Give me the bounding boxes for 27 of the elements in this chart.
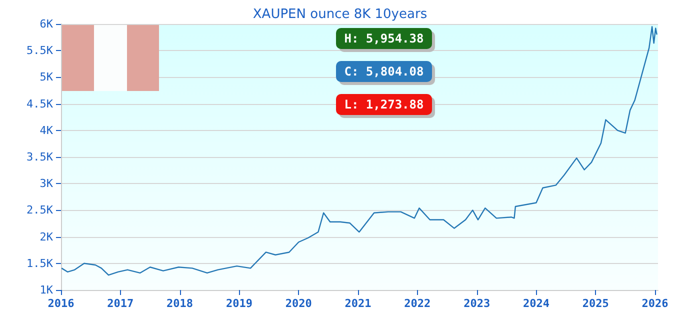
line-series [60, 26, 658, 276]
annotation: C: 5,804.08 [344, 64, 424, 78]
y-tick-label: 3K [40, 177, 54, 190]
x-tick-label: 2025 [582, 297, 609, 310]
y-tick-label: 6K [40, 18, 54, 30]
x-tick-label: 2024 [522, 297, 550, 310]
x-tick-label: 2021 [344, 297, 372, 310]
x-tick-label: 2022 [404, 297, 431, 310]
x-tick-label: 2016 [48, 297, 75, 310]
annotation: L: 1,273.88 [344, 98, 424, 112]
chart-title: XAUPEN ounce 8K 10years [252, 7, 428, 22]
x-tick-label: 2020 [285, 297, 312, 310]
y-tick-label: 1K [40, 284, 54, 296]
x-tick-label: 2019 [226, 297, 252, 310]
annotation: H: 5,954.38 [344, 32, 424, 46]
x-tick-label: 2026 [642, 297, 669, 310]
y-tick-label: 3.5K [26, 150, 54, 164]
y-tick-label: 2.5K [26, 204, 54, 217]
y-tick-label: 4.5K [26, 97, 54, 110]
x-tick-label: 2023 [464, 297, 490, 310]
y-tick-label: 5.5K [26, 44, 54, 58]
y-tick-label: 5K [40, 70, 54, 84]
y-tick-label: 4K [40, 124, 54, 137]
y-tick-label: 2K [40, 230, 54, 244]
x-tick-label: 2017 [107, 297, 134, 310]
y-tick-label: 1.5K [26, 256, 54, 270]
x-tick-label: 2018 [166, 297, 194, 310]
